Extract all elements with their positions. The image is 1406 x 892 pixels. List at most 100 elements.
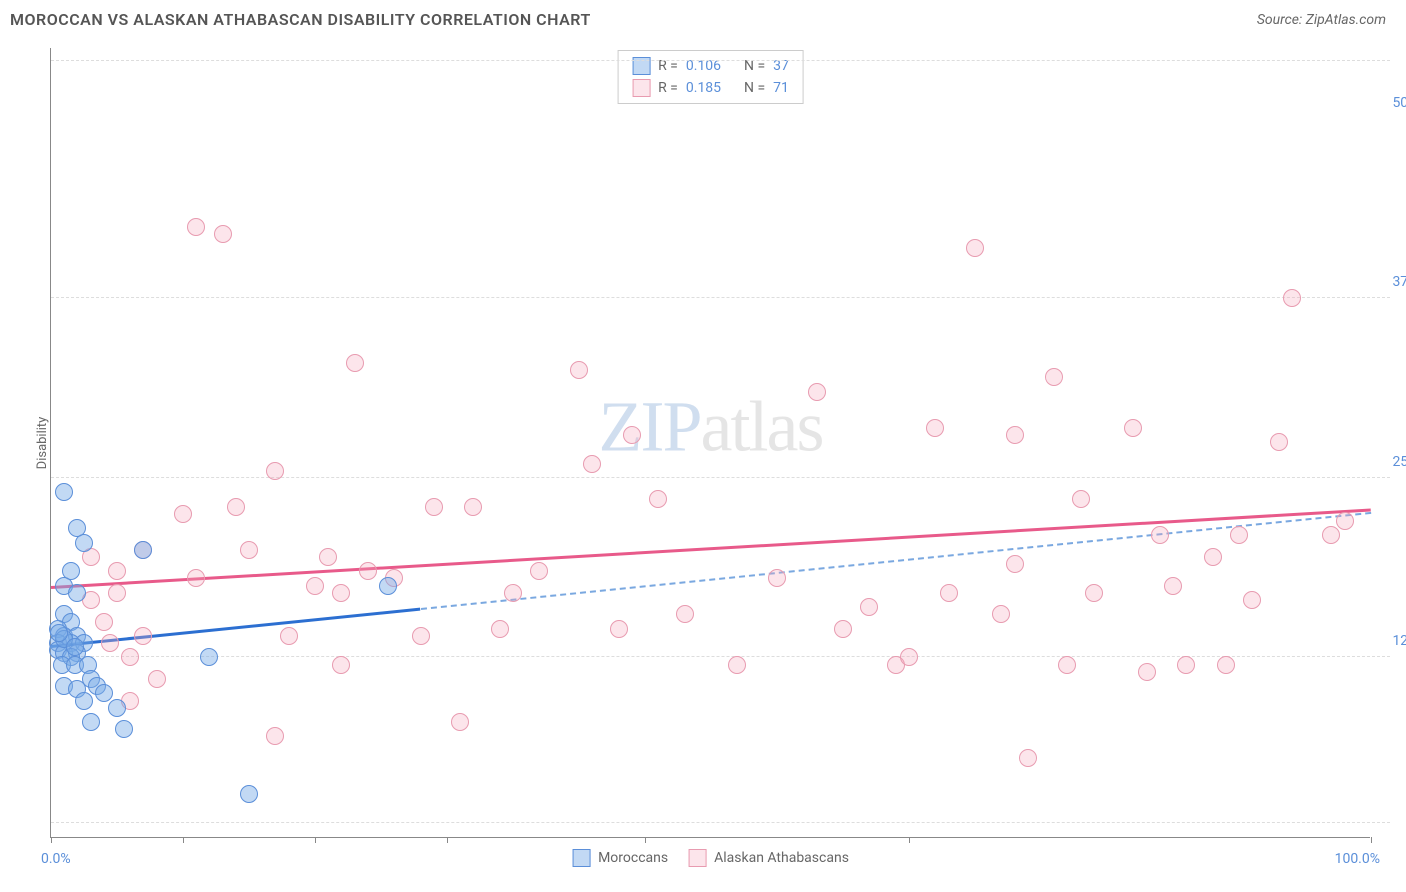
- data-point: [108, 584, 126, 602]
- data-point: [174, 505, 192, 523]
- trend-line: [420, 512, 1371, 610]
- data-point: [1336, 512, 1354, 530]
- data-point: [359, 562, 377, 580]
- legend-item-athabascans: Alaskan Athabascans: [688, 849, 849, 867]
- data-point: [1243, 591, 1261, 609]
- data-point: [108, 562, 126, 580]
- data-point: [940, 584, 958, 602]
- data-point: [926, 419, 944, 437]
- data-point: [623, 426, 641, 444]
- legend-row-moroccans: R = 0.106 N = 37: [632, 55, 789, 77]
- data-point: [68, 584, 86, 602]
- data-point: [332, 584, 350, 602]
- data-point: [610, 620, 628, 638]
- data-point: [82, 713, 100, 731]
- gridline: [51, 822, 1390, 823]
- x-tick: [315, 837, 316, 843]
- data-point: [1283, 289, 1301, 307]
- data-point: [108, 699, 126, 717]
- data-point: [649, 490, 667, 508]
- data-point: [504, 584, 522, 602]
- x-tick: [51, 837, 52, 843]
- data-point: [1138, 663, 1156, 681]
- data-point: [1270, 433, 1288, 451]
- data-point: [134, 627, 152, 645]
- data-point: [75, 692, 93, 710]
- data-point: [240, 541, 258, 559]
- source-attribution: Source: ZipAtlas.com: [1257, 12, 1386, 28]
- y-tick-label: 12.5%: [1392, 633, 1406, 649]
- data-point: [570, 361, 588, 379]
- data-point: [1045, 368, 1063, 386]
- data-point: [1006, 555, 1024, 573]
- correlation-legend: R = 0.106 N = 37 R = 0.185 N = 71: [617, 50, 804, 104]
- data-point: [425, 498, 443, 516]
- data-point: [834, 620, 852, 638]
- x-tick: [447, 837, 448, 843]
- data-point: [148, 670, 166, 688]
- data-point: [227, 498, 245, 516]
- swatch-pink-icon: [632, 79, 650, 97]
- y-tick-label: 37.5%: [1392, 274, 1406, 290]
- data-point: [95, 684, 113, 702]
- data-point: [200, 648, 218, 666]
- data-point: [280, 627, 298, 645]
- data-point: [332, 656, 350, 674]
- gridline: [51, 297, 1390, 298]
- data-point: [676, 605, 694, 623]
- data-point: [266, 727, 284, 745]
- data-point: [860, 598, 878, 616]
- series-legend: Moroccans Alaskan Athabascans: [572, 849, 849, 867]
- chart-title: MOROCCAN VS ALASKAN ATHABASCAN DISABILIT…: [10, 10, 591, 29]
- data-point: [1164, 577, 1182, 595]
- data-point: [1322, 526, 1340, 544]
- data-point: [134, 541, 152, 559]
- data-point: [1019, 749, 1037, 767]
- data-point: [808, 383, 826, 401]
- y-tick-label: 25.0%: [1392, 454, 1406, 470]
- data-point: [55, 483, 73, 501]
- swatch-pink-icon: [688, 849, 706, 867]
- data-point: [101, 634, 119, 652]
- data-point: [266, 462, 284, 480]
- legend-item-moroccans: Moroccans: [572, 849, 668, 867]
- x-tick: [183, 837, 184, 843]
- data-point: [214, 225, 232, 243]
- x-tick: [909, 837, 910, 843]
- data-point: [1006, 426, 1024, 444]
- data-point: [1085, 584, 1103, 602]
- data-point: [121, 648, 139, 666]
- data-point: [1151, 526, 1169, 544]
- swatch-blue-icon: [572, 849, 590, 867]
- data-point: [412, 627, 430, 645]
- data-point: [379, 577, 397, 595]
- y-axis-title: Disability: [35, 416, 50, 469]
- y-tick-label: 50.0%: [1392, 95, 1406, 111]
- data-point: [464, 498, 482, 516]
- data-point: [95, 613, 113, 631]
- data-point: [115, 720, 133, 738]
- data-point: [1058, 656, 1076, 674]
- data-point: [966, 239, 984, 257]
- data-point: [728, 656, 746, 674]
- data-point: [75, 534, 93, 552]
- legend-row-athabascans: R = 0.185 N = 71: [632, 77, 789, 99]
- data-point: [768, 569, 786, 587]
- x-axis-max-label: 100.0%: [1335, 851, 1380, 867]
- gridline: [51, 477, 1390, 478]
- data-point: [1124, 419, 1142, 437]
- data-point: [583, 455, 601, 473]
- data-point: [451, 713, 469, 731]
- gridline: [51, 60, 1390, 61]
- x-tick: [645, 837, 646, 843]
- data-point: [530, 562, 548, 580]
- data-point: [992, 605, 1010, 623]
- data-point: [1177, 656, 1195, 674]
- data-point: [187, 569, 205, 587]
- x-axis-min-label: 0.0%: [41, 851, 71, 867]
- scatter-chart: Disability ZIPatlas 0.0% 100.0% R = 0.10…: [50, 48, 1370, 838]
- data-point: [1217, 656, 1235, 674]
- data-point: [1230, 526, 1248, 544]
- data-point: [187, 218, 205, 236]
- data-point: [1204, 548, 1222, 566]
